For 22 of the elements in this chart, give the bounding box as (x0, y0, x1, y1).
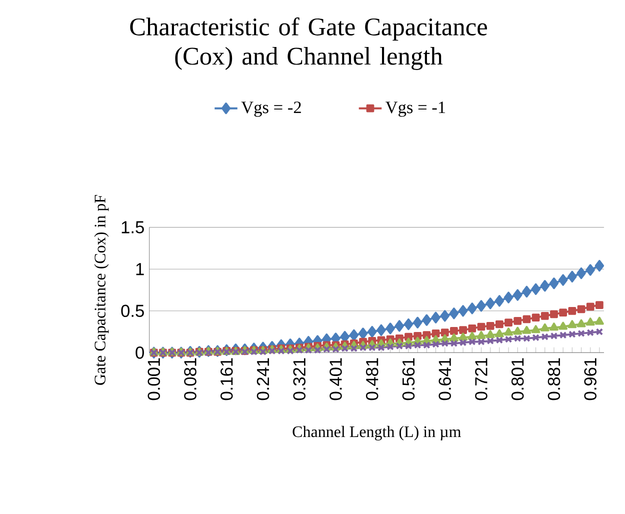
x-tick-label: 0.241 (256, 358, 270, 400)
y-tick-label: 0 (136, 346, 144, 359)
y-axis-title: Gate Capacitance (Cox) in pF (94, 195, 109, 385)
y-tick-label: 1.5 (122, 221, 144, 234)
x-tick-label: 0.721 (475, 358, 488, 400)
x-tick-label: 0.801 (511, 358, 524, 400)
x-tick-label: 0.561 (402, 358, 415, 400)
x-tick-label: 0.641 (438, 358, 451, 400)
x-tick-label: 0.001 (148, 358, 160, 400)
x-tick-label: 0.401 (330, 358, 342, 400)
x-tick-label: 0.161 (220, 358, 233, 400)
y-tick-label: 1 (136, 263, 144, 276)
y-tick-label: 0.5 (121, 304, 144, 318)
x-tick-label: 0.881 (548, 358, 560, 400)
x-tick-label: 0.481 (366, 358, 378, 400)
x-tick-label: 0.321 (293, 358, 306, 400)
legend-label: Vgs = -1 (385, 102, 446, 117)
x-tick-label: 0.081 (184, 358, 196, 400)
chart-title: Characteristic of Gate Capacitance (Cox) and Channel length (130, 17, 487, 70)
legend-label: Vgs = -2 (241, 102, 301, 117)
x-tick-label: 0.961 (584, 358, 596, 400)
x-axis-title: Channel Length (L) in µm (292, 426, 461, 440)
